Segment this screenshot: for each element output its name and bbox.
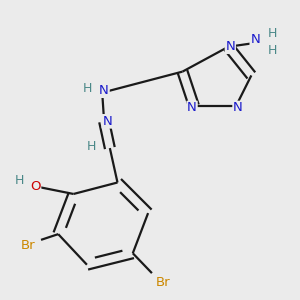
Text: H: H [268, 27, 277, 40]
Text: H: H [83, 82, 92, 94]
Text: N: N [233, 101, 243, 114]
Text: N: N [187, 101, 197, 114]
Text: Br: Br [156, 276, 171, 289]
Text: H: H [87, 140, 96, 153]
Text: H: H [14, 174, 24, 187]
Text: N: N [250, 33, 260, 46]
Text: Br: Br [20, 239, 35, 252]
Text: N: N [102, 115, 112, 128]
Text: H: H [268, 44, 277, 57]
Text: N: N [225, 40, 235, 53]
Text: N: N [99, 84, 109, 97]
Text: O: O [30, 180, 40, 193]
